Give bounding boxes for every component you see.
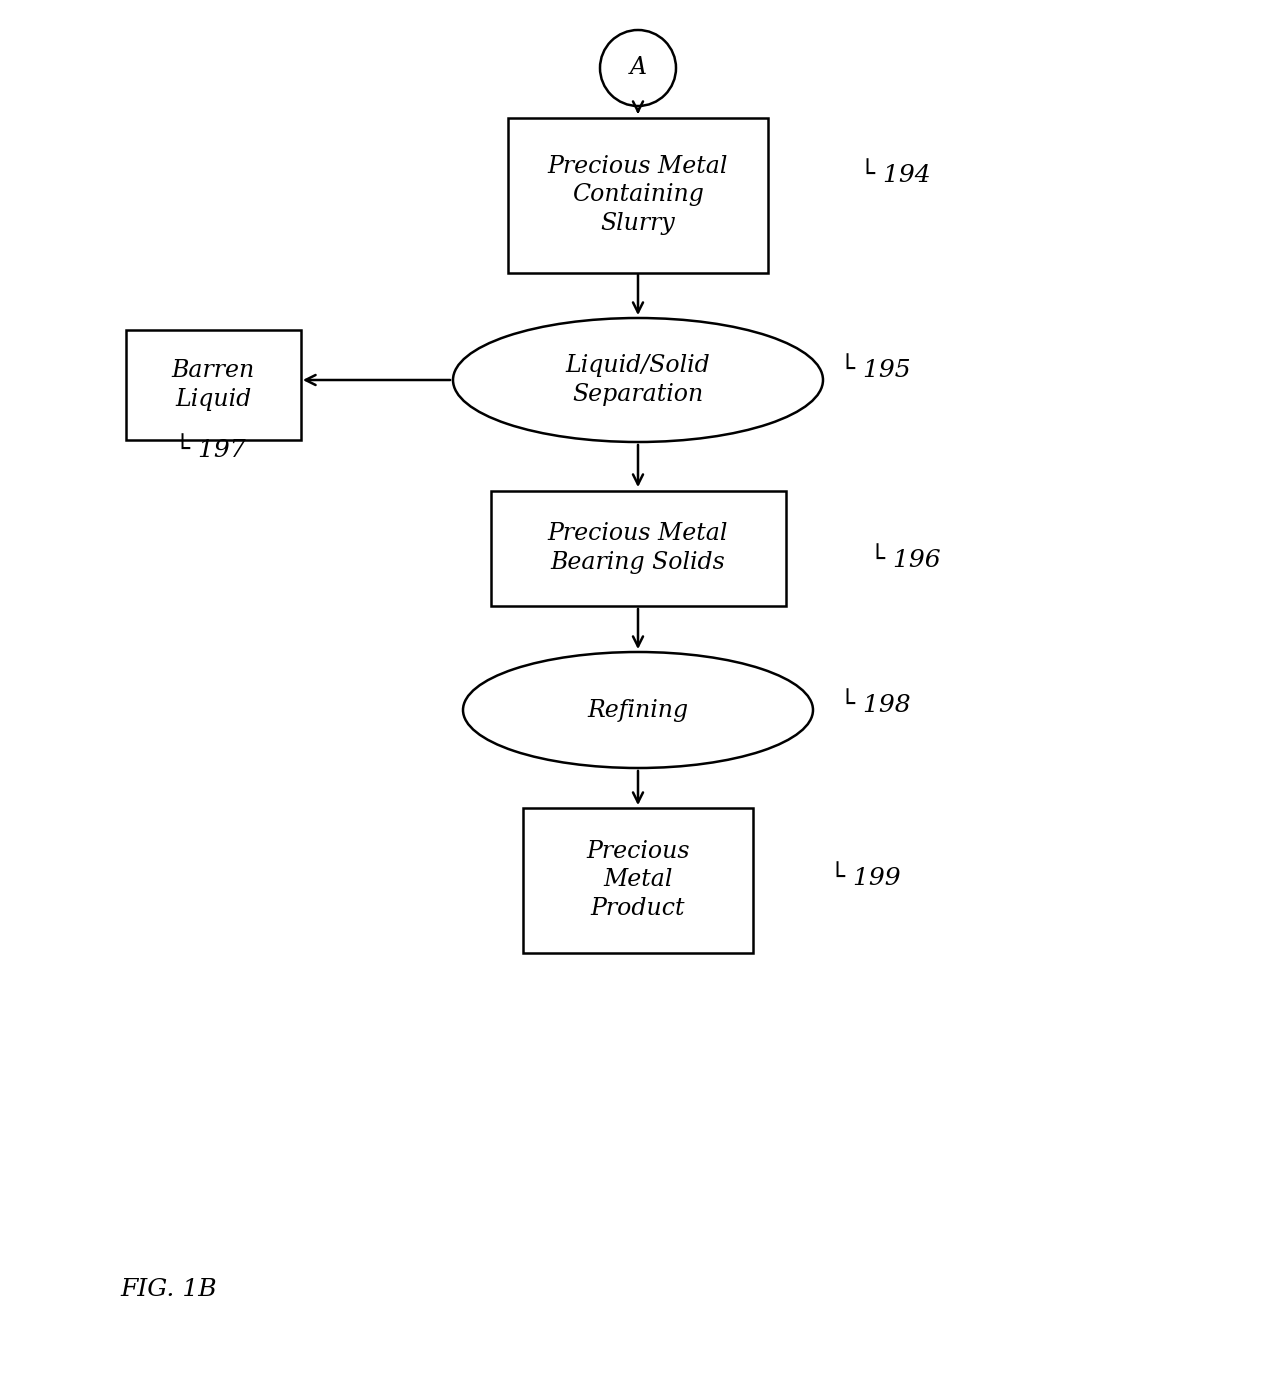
Circle shape — [601, 30, 676, 106]
Ellipse shape — [453, 319, 822, 442]
Text: └ 196: └ 196 — [870, 548, 941, 573]
Bar — [491, 490, 785, 605]
Text: └ 194: └ 194 — [861, 163, 931, 187]
Ellipse shape — [463, 652, 813, 768]
Text: └ 195: └ 195 — [840, 358, 910, 382]
Bar — [125, 330, 301, 439]
Bar — [507, 118, 768, 272]
Text: Liquid/Solid
Separation: Liquid/Solid Separation — [566, 354, 710, 405]
Text: A: A — [630, 56, 646, 80]
Bar — [523, 807, 754, 953]
Text: Precious Metal
Containing
Slurry: Precious Metal Containing Slurry — [548, 155, 728, 235]
Text: Precious Metal
Bearing Solids: Precious Metal Bearing Solids — [548, 522, 728, 574]
Text: Precious
Metal
Product: Precious Metal Product — [586, 840, 690, 920]
Text: └ 198: └ 198 — [840, 693, 910, 717]
Text: FIG. 1B: FIG. 1B — [120, 1278, 217, 1302]
Text: Barren
Liquid: Barren Liquid — [171, 360, 255, 411]
Text: Refining: Refining — [588, 699, 688, 721]
Text: └ 197: └ 197 — [175, 438, 246, 461]
Text: └ 199: └ 199 — [830, 866, 900, 890]
